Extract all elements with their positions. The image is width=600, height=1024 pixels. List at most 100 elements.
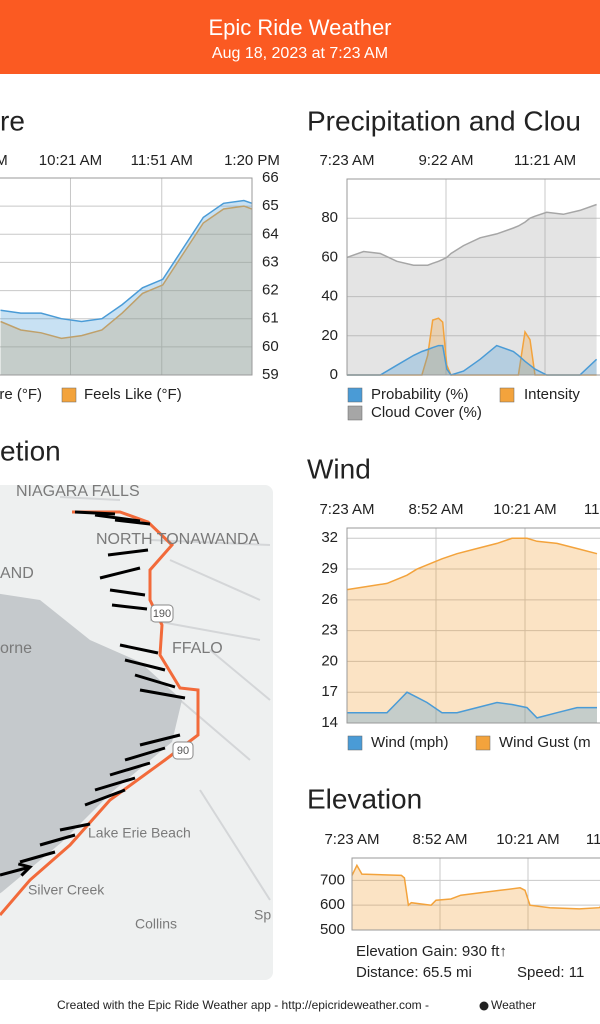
series-line [347, 344, 598, 376]
route [0, 510, 200, 916]
legend-swatch [347, 387, 363, 403]
series-line [0, 205, 253, 340]
area-fill [352, 865, 600, 930]
x-tick-label: 11:51 AM [131, 152, 193, 169]
legend-swatch [347, 735, 363, 751]
chart-title: Precipitation and Clou [307, 105, 581, 136]
chart-title: Wind [307, 453, 371, 484]
y-tick-label: 17 [321, 683, 338, 700]
roads [59, 496, 271, 901]
legend-label: Feels Like (°F) [84, 386, 182, 403]
area-fill [347, 345, 597, 375]
shield-label: 190 [153, 608, 171, 620]
y-tick-label: 700 [320, 871, 345, 888]
area-fill [347, 204, 597, 375]
y-tick-label: 26 [321, 591, 338, 608]
map: NIAGARA FALLS NORTH TONAWANDA AND orne F… [0, 483, 273, 980]
y-tick-label: 40 [321, 288, 338, 305]
map-title: etion [0, 435, 61, 466]
y-tick-label: 600 [320, 896, 345, 913]
footer-text: Created with the Epic Ride Weather app -… [57, 998, 429, 1012]
map-label: NIAGARA FALLS [16, 483, 140, 500]
area-fill [347, 538, 597, 723]
y-tick-label: 65 [262, 197, 279, 214]
y-tick-label: 61 [262, 310, 279, 327]
map-label: Lake Erie Beach [88, 825, 191, 841]
plot-bg [347, 528, 600, 723]
header-bar [0, 0, 600, 74]
x-tick-label: 7:23 AM [324, 831, 379, 848]
distance: Distance: 65.5 mi [356, 964, 472, 981]
x-tick-label: 10:21 AM [39, 152, 102, 169]
y-tick-label: 20 [321, 652, 338, 669]
y-tick-label: 62 [262, 282, 279, 299]
x-tick-label: 1:20 PM [224, 152, 280, 169]
legend-swatch [61, 387, 77, 403]
series-line [351, 863, 600, 910]
map-label: Silver Creek [28, 882, 105, 898]
y-tick-label: 500 [320, 921, 345, 938]
legend-swatch [347, 405, 363, 421]
brand-icon [479, 1001, 489, 1011]
area-fill [0, 206, 252, 375]
chart-title: re [0, 105, 25, 136]
plot-frame [0, 177, 253, 376]
x-tick-label: 9:22 AM [418, 152, 473, 169]
x-tick-label: 11:51 AM [584, 501, 600, 518]
elevation-gain: Elevation Gain: 930 ft↑ [356, 943, 507, 960]
shield-label: 90 [177, 745, 189, 757]
shield [172, 741, 194, 760]
x-tick-label: 8:52 AM [412, 831, 467, 848]
y-tick-label: 29 [321, 560, 338, 577]
y-tick-label: 14 [321, 714, 338, 731]
series-line [346, 537, 598, 591]
area-fill [347, 692, 597, 723]
plot-bg [347, 179, 600, 375]
series-line [0, 199, 253, 323]
x-tick-label: 10:21 AM [496, 831, 559, 848]
chart-title: Elevation [307, 783, 422, 814]
app-subtitle: Aug 18, 2023 at 7:23 AM [212, 45, 388, 62]
area-fill [0, 200, 252, 375]
legend-swatch [475, 735, 491, 751]
y-tick-label: 80 [321, 209, 338, 226]
map-label: orne [0, 640, 32, 657]
x-tick-label: 8:52 AM [0, 152, 8, 169]
x-tick-label: 10:21 AM [493, 501, 556, 518]
map-label: Collins [135, 916, 177, 932]
app-title: Epic Ride Weather [208, 15, 391, 40]
plot-frame [351, 857, 600, 931]
y-tick-label: 59 [262, 366, 279, 383]
legend-label: Probability (%) [371, 386, 469, 403]
speed: Speed: 11 [517, 964, 584, 981]
footer-brand: Weather [491, 998, 536, 1012]
map-label: NORTH TONAWANDA [96, 531, 260, 548]
x-tick-label: 8:52 AM [408, 501, 463, 518]
y-tick-label: 66 [262, 169, 279, 186]
series-line [347, 691, 597, 719]
plot-bg [0, 178, 252, 375]
y-tick-label: 20 [321, 327, 338, 344]
plot-frame [346, 527, 600, 724]
y-tick-label: 32 [321, 529, 338, 546]
x-tick-label: 7:23 AM [319, 501, 374, 518]
y-tick-label: 63 [262, 253, 279, 270]
y-tick-label: 0 [330, 366, 338, 383]
plot-frame [346, 178, 600, 376]
y-tick-label: 64 [262, 225, 279, 242]
lake [0, 593, 182, 894]
x-tick-label: 7:23 AM [319, 152, 374, 169]
legend-swatch [499, 387, 515, 403]
map-label: AND [0, 565, 34, 582]
legend-label: re (°F) [0, 386, 42, 403]
y-tick-label: 23 [321, 622, 338, 639]
wind-arrows [0, 510, 186, 875]
legend-label: Cloud Cover (%) [371, 404, 482, 421]
legend-label: Wind Gust (m [499, 734, 591, 751]
series-line [346, 203, 597, 266]
x-tick-label: 11:51 AM [586, 831, 600, 848]
map-label: FFALO [172, 640, 223, 657]
shield [150, 604, 174, 623]
legend-label: Intensity [524, 386, 580, 403]
